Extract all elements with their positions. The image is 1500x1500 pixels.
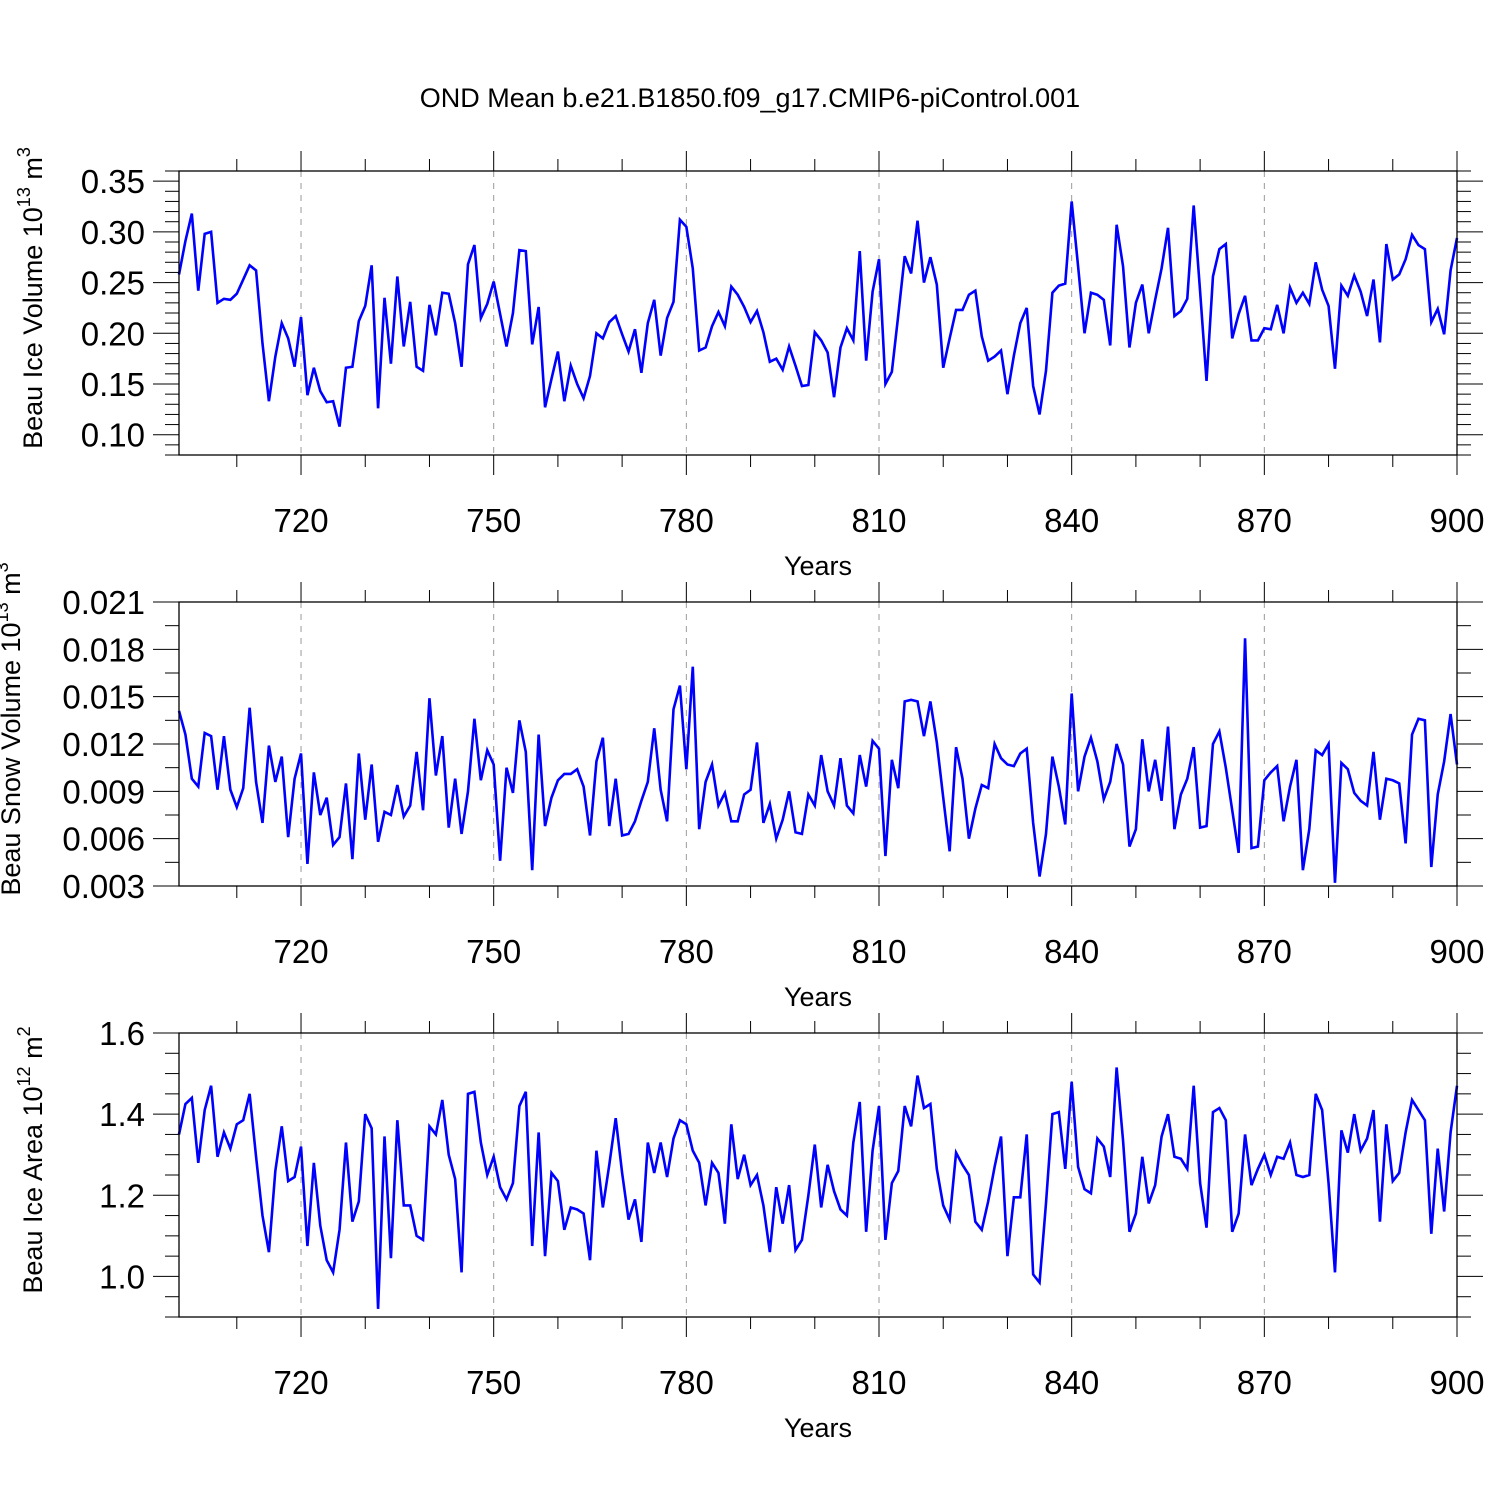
series-line-1 [177, 201, 1459, 427]
panel-2: 0.003 0.006 0.009 0.012 0.015 0.018 0.021 720 75… [0, 562, 1485, 1012]
x-tick-label: 840 [1044, 1364, 1099, 1401]
y-axis-label-exponent: 12 [14, 1066, 34, 1086]
y-tick-label: 0.021 [62, 584, 145, 621]
x-tick-label: 870 [1237, 1364, 1292, 1401]
y-tick-label: 0.20 [81, 315, 145, 352]
y-tick-label: 0.003 [62, 868, 145, 905]
x-tick-label: 810 [851, 933, 906, 970]
x-tick-label: 840 [1044, 933, 1099, 970]
y-axis-label-unit-exponent: 3 [14, 147, 34, 157]
y-tick-label: 0.006 [62, 821, 145, 858]
x-tick-label: 750 [466, 502, 521, 539]
panel-3: 1.0 1.2 1.4 1.6 720 750 780 810 840 870 900 Years Be… [14, 1013, 1485, 1443]
x-tick-label: 870 [1237, 502, 1292, 539]
y-axis-label-exponent: 13 [0, 602, 12, 622]
x-tick-label: 810 [851, 1364, 906, 1401]
y-tick-label: 0.35 [81, 163, 145, 200]
y-tick-label: 0.015 [62, 679, 145, 716]
y-axis-label-unit: m [18, 1036, 48, 1066]
panel-1: 0.10 0.15 0.20 0.25 0.30 0.35 720 750 780 810 840 8… [14, 147, 1485, 581]
panels: 0.10 0.15 0.20 0.25 0.30 0.35 720 750 780 810 840 8… [0, 147, 1485, 1443]
y-tick-label: 1.4 [99, 1096, 145, 1133]
y-tick-label: 0.15 [81, 366, 145, 403]
y-tick-label: 0.018 [62, 631, 145, 668]
x-tick-label: 780 [659, 502, 714, 539]
y-axis-label-text: Beau Snow Volume 10 [0, 622, 26, 895]
x-tick-label: 780 [659, 933, 714, 970]
chart-title: OND Mean b.e21.B1850.f09_g17.CMIP6-piCon… [420, 83, 1080, 113]
y-axis-label-text: Beau Ice Volume 10 [18, 207, 48, 449]
y-axis-label-unit: m [0, 572, 26, 602]
x-tick-label: 720 [273, 502, 328, 539]
y-axis-label: Beau Ice Volume 1013 m3 [14, 147, 48, 449]
y-tick-label: 0.012 [62, 726, 145, 763]
y-axis-label-unit: m [18, 157, 48, 187]
x-tick-label: 840 [1044, 502, 1099, 539]
series-line-1 [177, 638, 1459, 883]
x-tick-label: 720 [273, 933, 328, 970]
y-tick-label: 0.009 [62, 773, 145, 810]
series-line-1 [177, 1067, 1459, 1309]
x-tick-label: 900 [1429, 502, 1484, 539]
y-tick-label: 0.10 [81, 417, 145, 454]
y-tick-label: 0.30 [81, 214, 145, 251]
y-tick-label: 0.25 [81, 265, 145, 302]
y-axis-label-exponent: 13 [14, 187, 34, 207]
x-tick-label: 870 [1237, 933, 1292, 970]
y-axis-label-unit-exponent: 2 [14, 1026, 34, 1036]
x-tick-label: 750 [466, 933, 521, 970]
x-tick-label: 810 [851, 502, 906, 539]
y-axis-label: Beau Ice Area 1012 m2 [14, 1026, 48, 1293]
y-axis-label: Beau Snow Volume 1013 m3 [0, 562, 26, 895]
y-tick-label: 1.2 [99, 1177, 145, 1214]
x-tick-label: 720 [273, 1364, 328, 1401]
x-tick-label: 780 [659, 1364, 714, 1401]
x-axis-label: Years [784, 1413, 852, 1443]
x-tick-label: 900 [1429, 1364, 1484, 1401]
x-tick-label: 900 [1429, 933, 1484, 970]
y-axis-label-unit-exponent: 3 [0, 562, 12, 572]
y-tick-label: 1.6 [99, 1015, 145, 1052]
x-tick-label: 750 [466, 1364, 521, 1401]
x-axis-label: Years [784, 551, 852, 581]
y-tick-label: 1.0 [99, 1258, 145, 1295]
x-axis-label: Years [784, 982, 852, 1012]
y-axis-label-text: Beau Ice Area 10 [18, 1086, 48, 1293]
